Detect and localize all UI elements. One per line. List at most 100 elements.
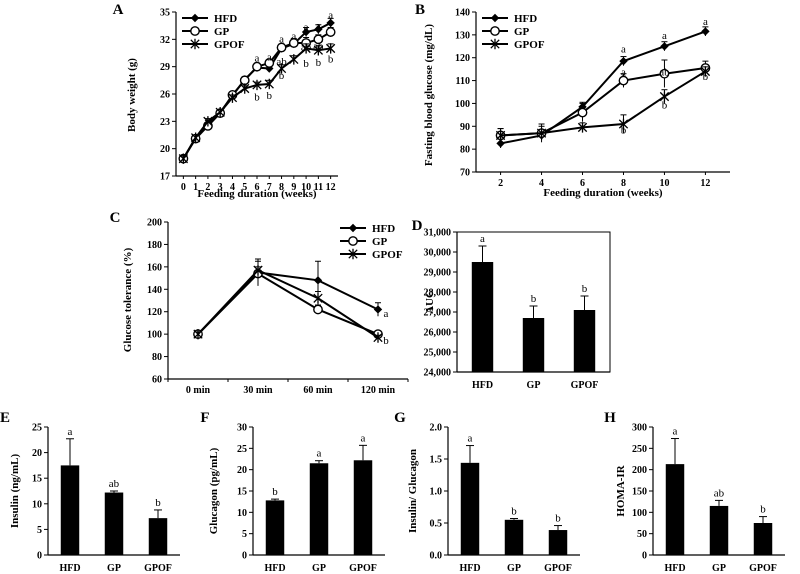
y-tick-label: 120 <box>455 53 470 64</box>
y-axis-title: HOMA-IR <box>615 464 627 516</box>
y-axis-title: Fasting blood glucose (mg/dL) <box>423 24 435 166</box>
significance-letter: b <box>531 293 537 305</box>
y-tick-label: 100 <box>147 330 162 341</box>
legend-label: HFD <box>372 223 395 235</box>
y-tick-label: 0 <box>642 551 647 562</box>
bar-gp <box>309 463 329 555</box>
y-tick-label: 0.0 <box>430 551 443 562</box>
y-tick-label: 60 <box>152 375 162 386</box>
bar-hfd <box>460 462 480 555</box>
y-tick-label: 0 <box>242 551 247 562</box>
y-tick-label: 160 <box>147 262 162 273</box>
y-tick-label: 35 <box>160 8 170 19</box>
data-point <box>313 34 324 45</box>
series-line <box>500 30 706 145</box>
x-tick-label: 4 <box>539 178 544 189</box>
y-tick-label: 0.5 <box>430 519 443 530</box>
series-line <box>197 272 379 336</box>
panel-label: E <box>0 410 10 426</box>
bar-gpof <box>573 310 596 372</box>
legend-label: HFD <box>214 13 237 25</box>
data-point <box>495 130 506 141</box>
y-tick-label: 31,000 <box>424 228 452 239</box>
data-point <box>496 139 505 148</box>
y-tick-label: 80 <box>460 145 470 156</box>
bar-gp <box>504 519 524 555</box>
series-gpof <box>178 43 336 164</box>
y-tick-label: 1.5 <box>430 455 443 466</box>
data-point <box>325 27 336 37</box>
data-point <box>193 328 203 340</box>
y-tick-label: 32 <box>160 35 170 46</box>
y-tick-label: 28,000 <box>424 288 452 299</box>
data-point <box>289 54 299 65</box>
significance-letter: a <box>673 426 678 438</box>
y-axis-title: Glucagon (pg/mL) <box>208 447 220 534</box>
legend-marker <box>348 236 358 246</box>
y-tick-label: 1.0 <box>430 487 443 498</box>
y-tick-label: 70 <box>460 168 470 179</box>
significance-letter: a <box>267 52 272 64</box>
series-hfd <box>179 17 335 163</box>
y-tick-label: 110 <box>456 76 470 87</box>
data-point <box>264 58 275 68</box>
y-tick-label: 20 <box>160 144 170 155</box>
y-tick-label: 27,000 <box>424 308 452 319</box>
significance-letter: b <box>621 125 627 137</box>
data-point <box>313 304 323 315</box>
legend-marker <box>490 38 500 50</box>
significance-letter: a <box>621 44 626 56</box>
x-tick-label: GP <box>312 563 326 574</box>
y-tick-label: 140 <box>455 8 470 19</box>
legend-marker <box>348 223 358 233</box>
significance-letter: b <box>662 100 668 112</box>
data-point <box>373 332 383 343</box>
y-tick-label: 25 <box>237 444 247 455</box>
panel-label: F <box>200 410 209 426</box>
legend-marker <box>490 26 500 36</box>
legend-label: GPOF <box>214 39 245 51</box>
data-point <box>577 122 588 133</box>
y-tick-label: 29,000 <box>424 268 452 279</box>
significance-letter: b <box>303 58 309 70</box>
significance-letter: b <box>511 506 517 518</box>
significance-letter: a <box>279 33 284 45</box>
panel-label: A <box>113 2 124 18</box>
y-tick-label: 23 <box>160 117 170 128</box>
data-point <box>701 27 710 36</box>
legend-marker <box>348 248 358 260</box>
x-tick-label: HFD <box>472 380 493 391</box>
data-point <box>659 68 670 79</box>
x-tick-label: 120 min <box>361 385 396 396</box>
data-point <box>301 27 311 37</box>
bar-gpof <box>548 530 568 555</box>
x-tick-label: 10 <box>659 178 669 189</box>
y-tick-label: 20 <box>237 465 247 476</box>
y-tick-label: 250 <box>632 444 647 455</box>
x-tick-label: GP <box>712 563 726 574</box>
bar-gp <box>104 492 124 555</box>
significance-letter: b <box>555 513 561 525</box>
significance-letter: b <box>582 283 588 295</box>
data-point <box>276 42 287 53</box>
significance-letter: ab <box>276 56 287 68</box>
y-tick-label: 26 <box>160 90 170 101</box>
x-axis-title: Feeding duration (weeks) <box>197 188 317 200</box>
series-line <box>500 70 706 137</box>
x-tick-label: 30 min <box>243 385 273 396</box>
x-tick-label: 9 <box>291 182 296 193</box>
significance-letter: b <box>279 70 285 82</box>
data-point <box>618 118 629 130</box>
panel-label: H <box>604 410 616 426</box>
significance-letter: a <box>468 433 473 445</box>
significance-letter: a <box>304 22 309 34</box>
x-tick-label: 8 <box>279 182 284 193</box>
series-gpof <box>495 66 711 143</box>
y-tick-label: 5 <box>37 525 42 536</box>
plot-frame <box>456 231 611 373</box>
y-tick-label: 20 <box>32 448 42 459</box>
significance-letter: b <box>254 92 260 104</box>
